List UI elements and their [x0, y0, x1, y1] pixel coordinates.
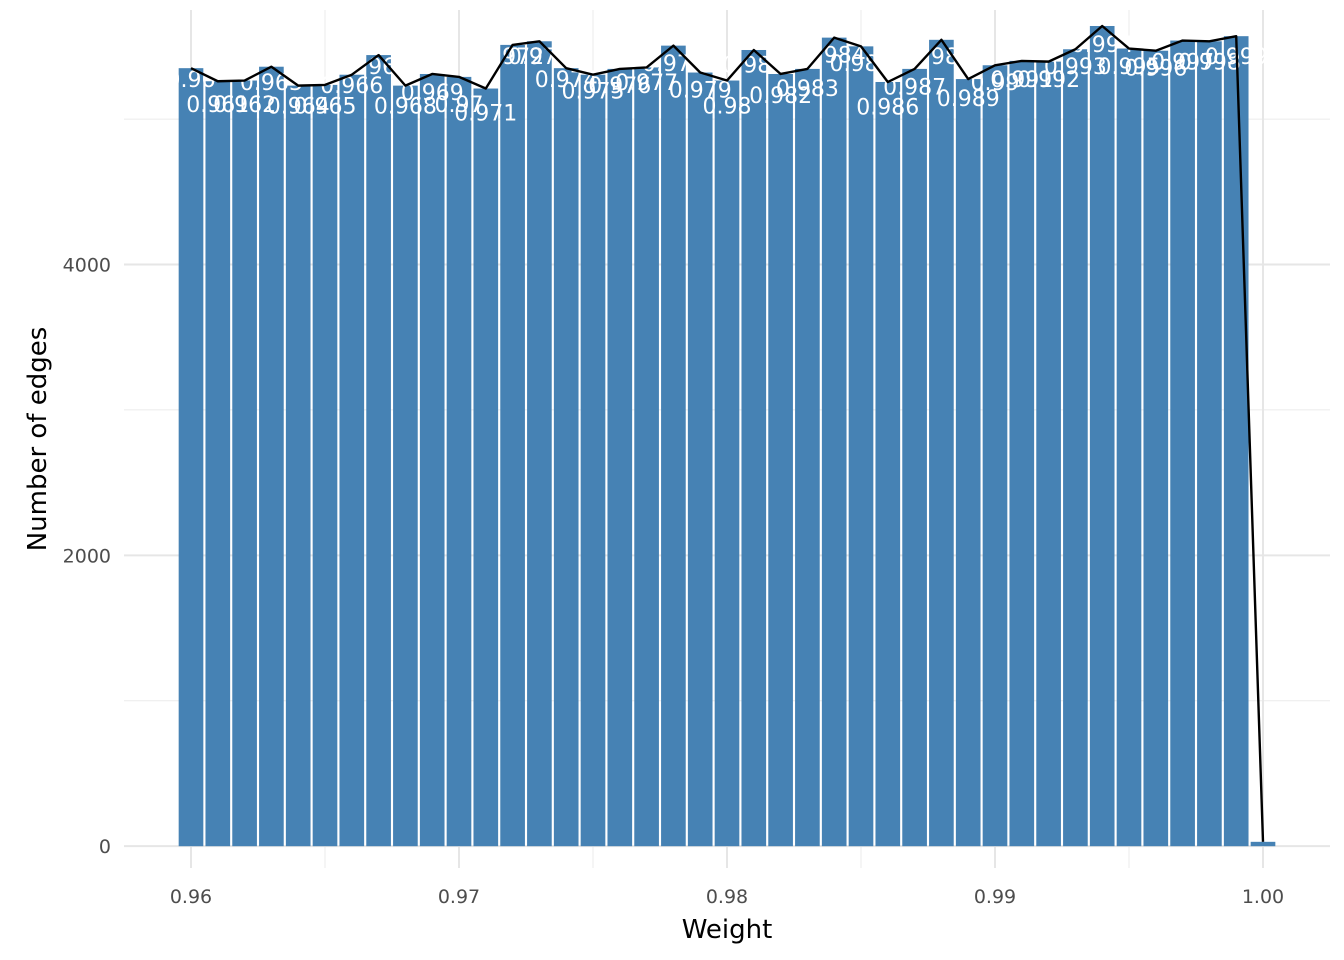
- bar: [312, 84, 338, 847]
- bar-label: 0.963: [240, 71, 303, 96]
- bar: [848, 46, 874, 847]
- y-tick-label: 2000: [63, 545, 111, 567]
- bar: [1036, 61, 1061, 847]
- bar: [661, 45, 686, 847]
- bar-labels: 0.960.9610.9620.9630.9640.9650.9660.9670…: [167, 33, 1268, 126]
- bar: [580, 74, 606, 847]
- bar: [232, 80, 257, 847]
- bar-label: 0.966: [320, 74, 383, 99]
- bar-label: 0.979: [669, 78, 732, 103]
- x-tick-label: 0.96: [170, 886, 212, 908]
- bar-label: 0.978: [642, 52, 705, 77]
- bar: [1116, 48, 1142, 847]
- bar-label: 0.997: [1151, 51, 1214, 76]
- bar: [1089, 25, 1115, 847]
- bar-label: 0.965: [294, 94, 357, 119]
- bar: [741, 49, 767, 847]
- bar: [259, 66, 284, 847]
- bar-label: 0.969: [401, 81, 464, 106]
- bar: [1223, 36, 1249, 847]
- bar: [1143, 50, 1169, 847]
- bar: [795, 68, 820, 847]
- bar-label: 0.983: [776, 77, 839, 102]
- x-axis-title: Weight: [682, 915, 773, 945]
- bar: [553, 68, 579, 847]
- bar-label: 0.971: [454, 102, 517, 127]
- bar: [982, 65, 1008, 847]
- bar-label: 0.961: [186, 93, 249, 118]
- x-tick-label: 0.99: [974, 886, 1016, 908]
- bar-label: 0.99: [971, 71, 1020, 96]
- x-tick-label: 0.98: [706, 886, 748, 908]
- bar-label: 0.967: [347, 55, 410, 80]
- bar-label: 0.98: [703, 94, 752, 119]
- bar: [205, 81, 231, 847]
- bar: [1250, 841, 1276, 847]
- bar: [714, 80, 740, 847]
- y-tick-label: 4000: [63, 254, 111, 276]
- bar-label: 0.97: [435, 93, 484, 118]
- bar: [393, 85, 418, 847]
- bar-label: 0.962: [213, 93, 276, 118]
- bar-label: 0.964: [267, 94, 330, 119]
- bar-label: 0.96: [167, 68, 216, 93]
- x-tick-label: 1.00: [1242, 886, 1284, 908]
- bar: [178, 68, 204, 847]
- bar: [473, 88, 499, 847]
- bar: [955, 79, 981, 847]
- bar: [821, 37, 847, 847]
- bar: [285, 85, 311, 847]
- bar-label: 0.977: [615, 71, 678, 96]
- bar: [902, 68, 927, 847]
- series-line: [190, 24, 1265, 842]
- bar: [366, 55, 391, 847]
- bar-label: 0.991: [990, 68, 1053, 93]
- x-tick-label: 0.97: [438, 886, 480, 908]
- bar-label: 0.985: [830, 52, 893, 77]
- bar: [875, 81, 901, 847]
- bar: [1063, 49, 1088, 847]
- bar: [1170, 40, 1195, 847]
- bar-label: 0.968: [374, 94, 437, 119]
- bars: [178, 25, 1276, 847]
- bar-label: 0.975: [562, 80, 625, 105]
- tick-labels: 0.96 0.97 0.98 0.99 1.00 0 2000 4000: [63, 254, 1285, 908]
- bar: [446, 76, 472, 847]
- bar-label: 0.972: [481, 45, 544, 70]
- bar-label: 0.984: [803, 43, 866, 68]
- bar: [419, 73, 445, 847]
- bar: [929, 39, 954, 847]
- bar-label: 0.982: [749, 84, 812, 109]
- bar: [768, 73, 793, 847]
- bar-label: 0.988: [910, 45, 973, 70]
- bar-label: 0.976: [588, 74, 651, 99]
- bar: [634, 67, 659, 847]
- bar-label: 0.989: [937, 87, 1000, 112]
- bar-label: 0.973: [508, 45, 571, 70]
- bar: [607, 68, 633, 847]
- bar: [687, 72, 713, 847]
- bar-label: 0.992: [1017, 68, 1080, 93]
- bar: [1009, 60, 1035, 847]
- bar: [500, 44, 525, 847]
- bar-label: 0.998: [1178, 51, 1241, 76]
- bar-label: 0.986: [856, 96, 919, 121]
- bar: [339, 74, 365, 847]
- bar-label: 0.995: [1098, 55, 1161, 80]
- y-tick-label: 0: [99, 836, 111, 858]
- bar: [1197, 41, 1222, 847]
- bar-label: 0.996: [1124, 56, 1187, 81]
- trend-line: [190, 24, 1265, 842]
- y-axis-title: Number of edges: [23, 327, 53, 552]
- bar: [527, 41, 552, 847]
